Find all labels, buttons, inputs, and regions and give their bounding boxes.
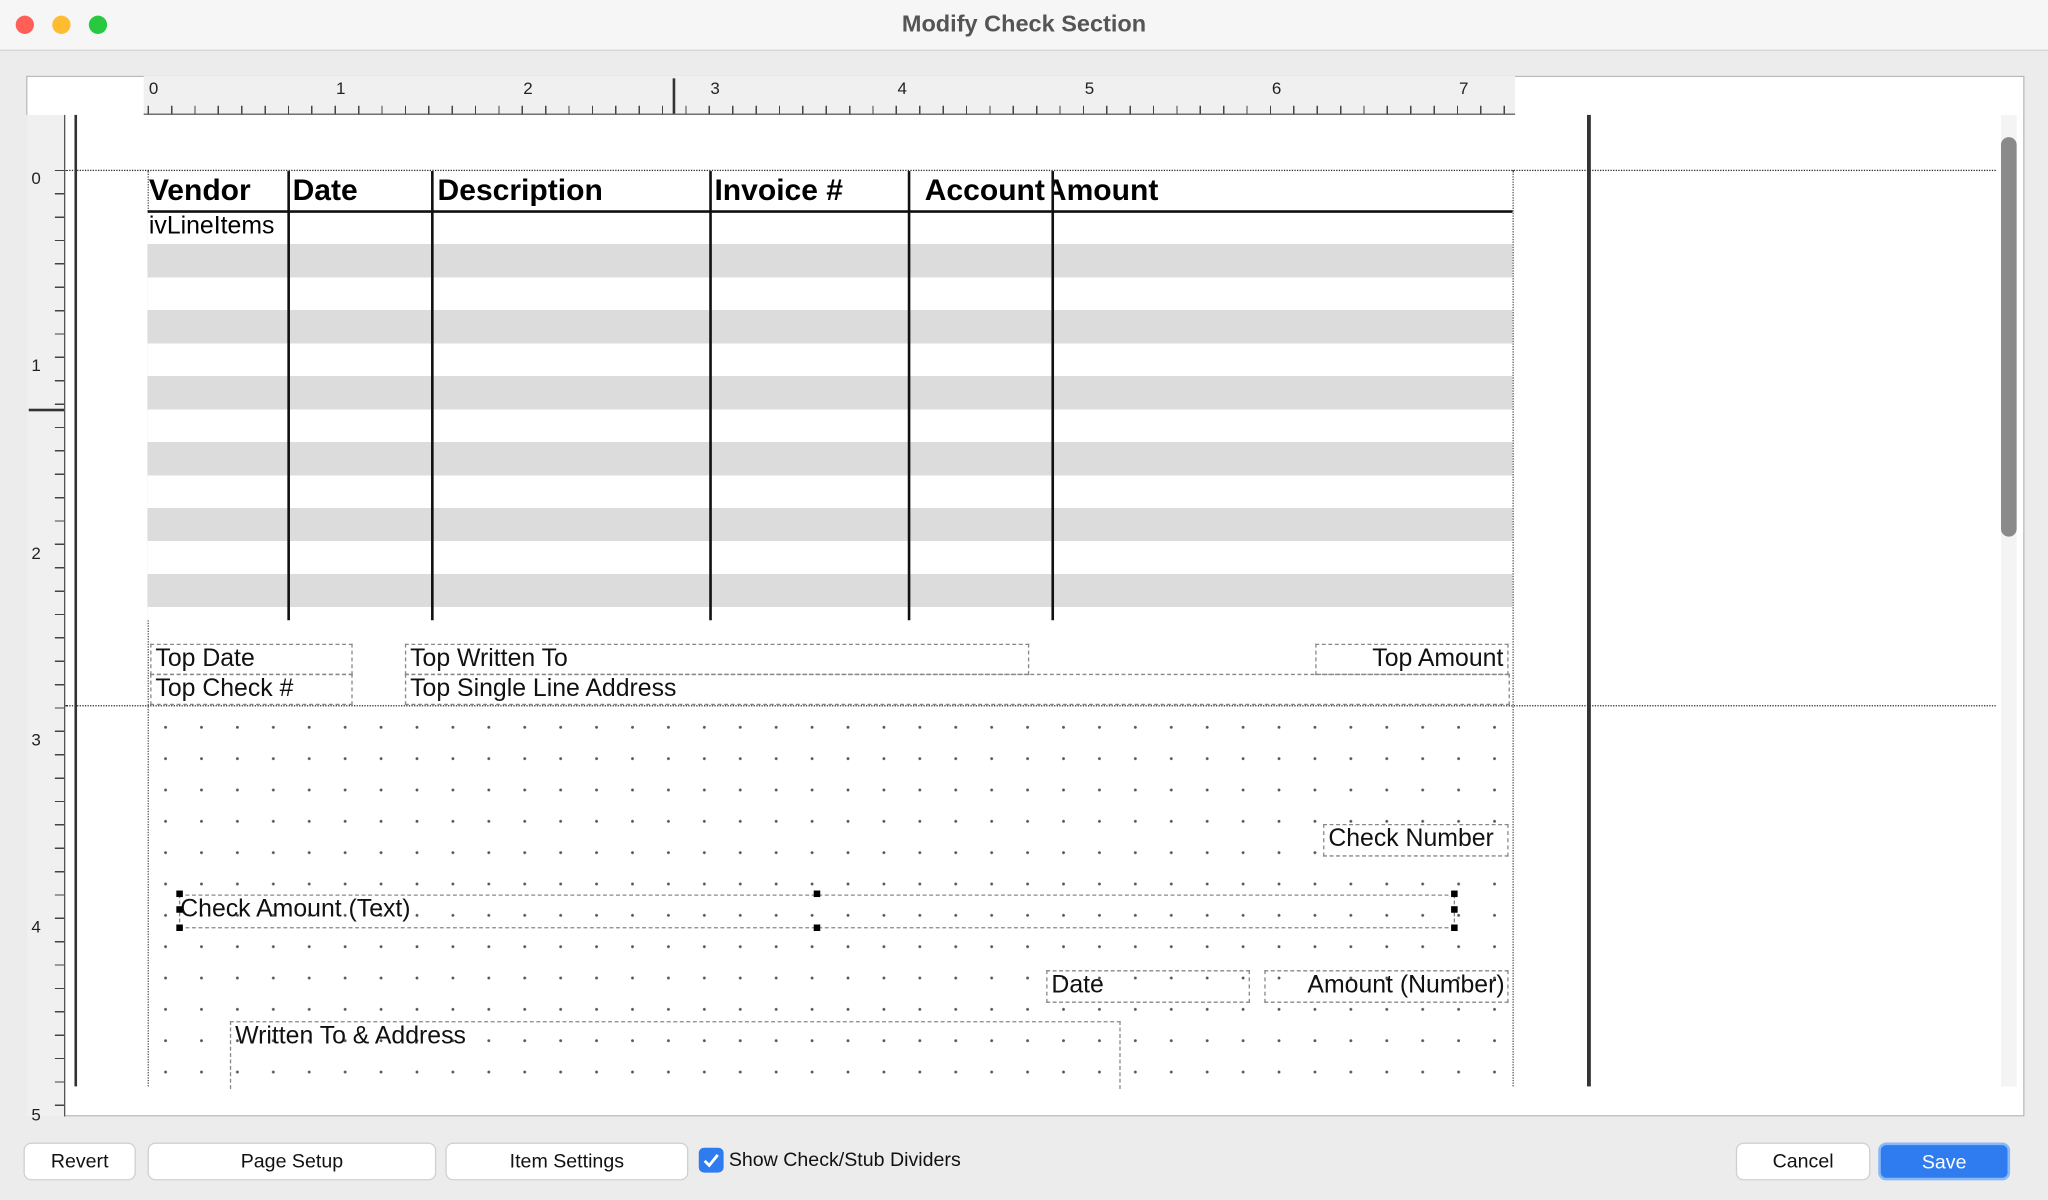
field[interactable]: Amount (Number): [1264, 970, 1509, 1003]
ruler-label: 0: [31, 168, 41, 189]
selection-handle[interactable]: [1451, 906, 1458, 913]
save-button[interactable]: Save: [1878, 1142, 2011, 1181]
selection-handle[interactable]: [176, 890, 183, 898]
field[interactable]: Written To & Address: [229, 1021, 1121, 1090]
column-line: [907, 171, 910, 621]
field[interactable]: Check Amount (Text): [178, 894, 1456, 929]
ruler-label: 7: [1459, 78, 1469, 98]
column-header: Invoice #: [714, 172, 844, 207]
ruler-label: 1: [31, 355, 41, 376]
minimize-button[interactable]: [52, 15, 71, 34]
column-line: [709, 171, 712, 621]
horizontal-ruler: [143, 75, 1516, 115]
column-line: [287, 171, 290, 621]
title-bar: [0, 0, 2048, 51]
column-header: Amount: [1044, 172, 1159, 207]
ruler-label: 2: [31, 542, 41, 563]
selection-handle[interactable]: [813, 890, 821, 898]
ruler-label: 3: [710, 78, 720, 98]
cancel-button[interactable]: Cancel: [1735, 1142, 1871, 1181]
ruler-label: 4: [897, 78, 907, 98]
ruler-label: 1: [336, 78, 346, 98]
ruler-label: 6: [1271, 78, 1282, 98]
close-button[interactable]: [15, 15, 34, 34]
column-line: [431, 171, 433, 621]
ruler-marker: [28, 408, 64, 412]
selection-handle[interactable]: [176, 924, 183, 932]
checkbox[interactable]: [698, 1147, 724, 1173]
selection-handle[interactable]: [1451, 924, 1458, 932]
scrollbar-thumb[interactable]: [2000, 137, 2017, 537]
selection-handle[interactable]: [1451, 890, 1458, 898]
field[interactable]: Top Check #: [150, 673, 353, 706]
column-header: Vendor: [148, 172, 251, 207]
revert-button[interactable]: Revert: [23, 1142, 136, 1181]
outside-area: [1586, 114, 1996, 1087]
zoom-button[interactable]: [88, 15, 108, 34]
ruler-label: 4: [31, 916, 41, 937]
selection-handle[interactable]: [813, 924, 821, 932]
divider-line: [65, 705, 1996, 707]
column-header: Account: [924, 172, 1045, 207]
selection-handle[interactable]: [176, 906, 183, 913]
field[interactable]: Top Date: [150, 643, 353, 676]
ruler-marker: [672, 78, 676, 114]
table-cell[interactable]: ivLineItems: [148, 212, 275, 241]
ruler-label: 2: [523, 78, 533, 98]
table-rows: [147, 211, 1513, 621]
dot-grid: [147, 711, 1513, 1087]
field[interactable]: Check Number: [1323, 823, 1509, 857]
vertical-ruler: [26, 114, 66, 1117]
item-settings-button[interactable]: Item Settings: [445, 1142, 689, 1181]
window-title: Modify Check Section: [901, 10, 1147, 37]
section-border: [147, 169, 1514, 1087]
check-mark: [703, 1154, 719, 1168]
ruler-label: 5: [31, 1104, 41, 1124]
column-header: Description: [437, 172, 603, 207]
field[interactable]: Date: [1046, 970, 1250, 1003]
field[interactable]: Top Single Line Address: [404, 673, 1510, 706]
divider-line: [65, 169, 1996, 172]
column-line: [1051, 171, 1054, 621]
column-header: Date: [292, 172, 358, 207]
ruler-label: 5: [1084, 78, 1095, 98]
field[interactable]: Top Amount: [1315, 643, 1509, 676]
checkbox-label[interactable]: Show Check/Stub Dividers: [728, 1149, 961, 1172]
ruler-label: 3: [31, 729, 41, 750]
header-line: [147, 210, 1513, 213]
ruler-label: 0: [148, 78, 159, 98]
field[interactable]: Top Written To: [404, 643, 1030, 676]
page-setup-button[interactable]: Page Setup: [147, 1142, 437, 1181]
